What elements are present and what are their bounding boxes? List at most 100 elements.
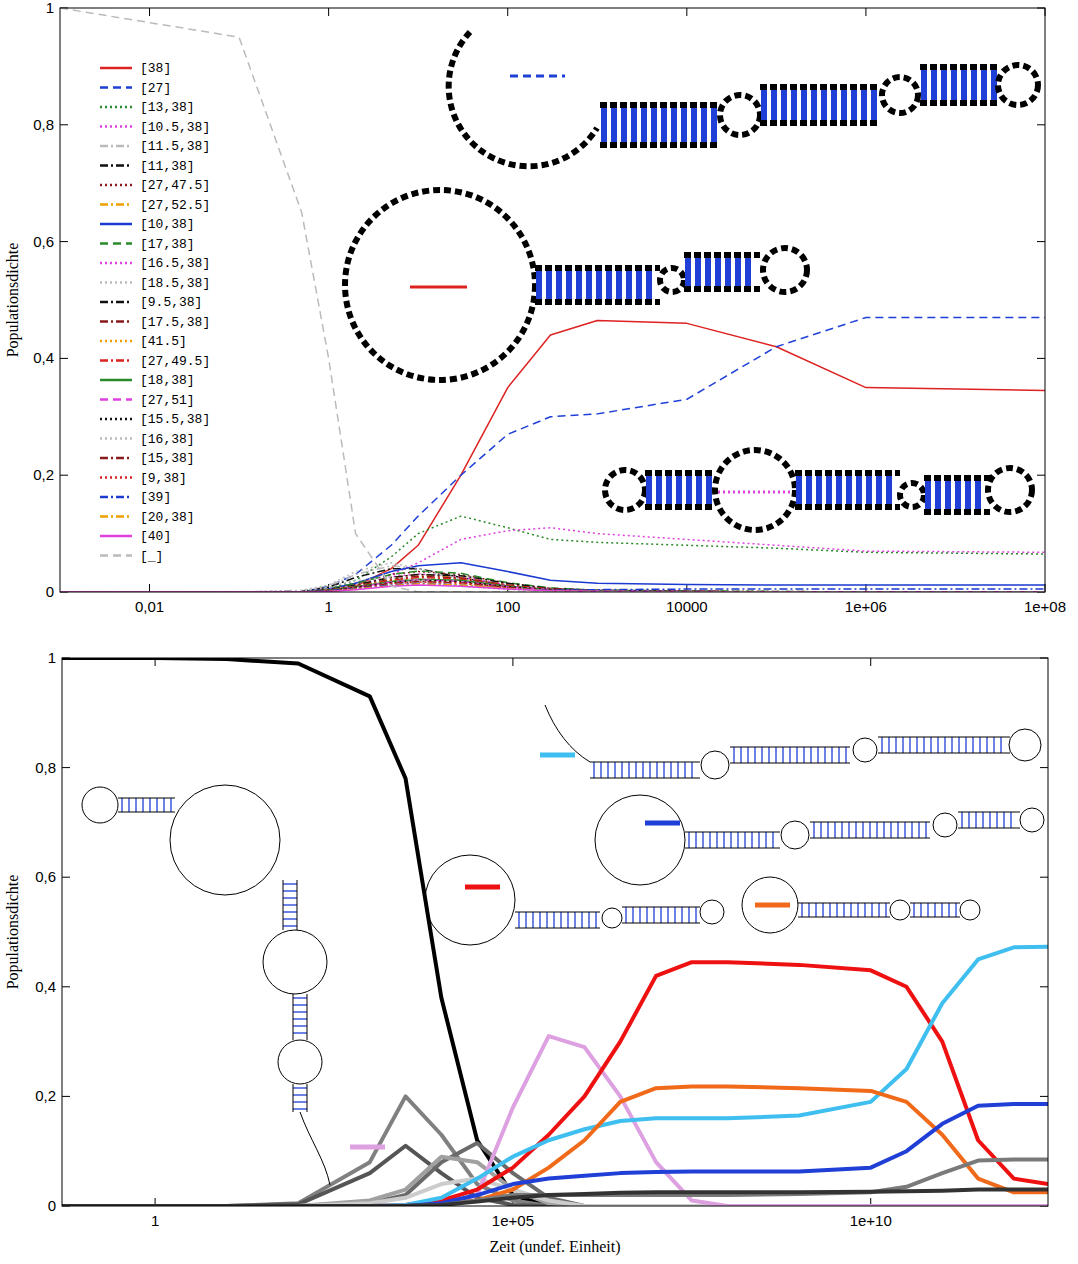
series-group bbox=[60, 8, 1045, 592]
structure-strand bbox=[924, 475, 990, 481]
structure-pair bbox=[886, 473, 892, 507]
series-line bbox=[60, 579, 1045, 592]
legend-swatch bbox=[100, 106, 132, 109]
structure-pair bbox=[885, 903, 886, 917]
structure-strand bbox=[600, 102, 720, 108]
series-line bbox=[62, 1036, 1048, 1206]
structure-pair bbox=[611, 105, 617, 145]
structure-pair bbox=[532, 912, 533, 928]
structure-strand bbox=[645, 470, 715, 476]
structure-strand bbox=[307, 994, 308, 1040]
structure-pair bbox=[625, 907, 626, 923]
structure-pair bbox=[817, 747, 818, 763]
structure-loop bbox=[882, 77, 918, 113]
structure-pair bbox=[293, 1108, 307, 1109]
legend-label: [27,52.5] bbox=[140, 198, 210, 213]
structure-pair bbox=[616, 268, 622, 302]
structure-strand bbox=[958, 828, 1020, 829]
structure-pair bbox=[660, 907, 661, 923]
structure-pair bbox=[745, 255, 751, 289]
structure-pair bbox=[536, 268, 542, 302]
structure-strand bbox=[118, 812, 175, 813]
structure-pair bbox=[941, 67, 947, 103]
structure-pair bbox=[666, 473, 672, 507]
legend-swatch bbox=[100, 301, 132, 304]
y-tick-label: 0,6 bbox=[35, 868, 56, 885]
structure-pair bbox=[944, 737, 945, 753]
structure-strand bbox=[535, 299, 660, 305]
legend-label: [27,47.5] bbox=[140, 178, 210, 193]
structure-pair bbox=[925, 478, 931, 512]
structure-strand bbox=[958, 812, 1020, 813]
legend-label: [18,38] bbox=[140, 373, 195, 388]
structure-strand bbox=[920, 100, 998, 106]
structure-pair bbox=[715, 255, 721, 289]
y-tick bbox=[62, 877, 70, 878]
structure-pair bbox=[156, 798, 157, 812]
structure-pair bbox=[965, 478, 971, 512]
structure-pair bbox=[576, 268, 582, 302]
structure-pair bbox=[706, 473, 712, 507]
structure-pair bbox=[850, 903, 851, 917]
structure-strand bbox=[645, 504, 715, 510]
x-tick-label: 1 bbox=[324, 598, 332, 615]
structure-pair bbox=[897, 822, 898, 838]
structure-pair bbox=[581, 912, 582, 928]
structure-loop bbox=[853, 738, 877, 762]
structure-pair bbox=[740, 747, 741, 763]
structure-pair bbox=[920, 903, 921, 917]
structure-pair bbox=[283, 904, 297, 905]
structure-pair bbox=[614, 762, 615, 778]
structure-strand bbox=[920, 64, 998, 70]
series-line bbox=[62, 1179, 1048, 1206]
y-tick-label: 0 bbox=[46, 583, 54, 600]
legend-swatch bbox=[100, 262, 132, 265]
structure-pair bbox=[996, 812, 997, 828]
x-tick bbox=[507, 8, 508, 16]
structure-pair bbox=[695, 907, 696, 923]
y-tick-label: 1 bbox=[48, 649, 56, 666]
structure-pair bbox=[283, 890, 297, 891]
structure-pair bbox=[656, 473, 662, 507]
structure-pair bbox=[881, 737, 882, 753]
series-line bbox=[60, 572, 1045, 592]
structure-pair bbox=[979, 737, 980, 753]
structure-pair bbox=[560, 912, 561, 928]
structure-pair bbox=[293, 1018, 307, 1019]
structure-strand bbox=[810, 822, 930, 823]
structure-pair bbox=[688, 907, 689, 923]
structure-pair bbox=[851, 87, 857, 123]
structure-pair bbox=[951, 737, 952, 753]
structure-loop bbox=[602, 908, 622, 928]
structure-pair bbox=[761, 747, 762, 763]
structure-strand bbox=[684, 252, 760, 258]
structure-strand bbox=[810, 838, 930, 839]
y-tick-label: 0,4 bbox=[35, 978, 56, 995]
structure-pair bbox=[972, 737, 973, 753]
structure-pair bbox=[923, 737, 924, 753]
structure-pair bbox=[747, 747, 748, 763]
structure-strand bbox=[300, 1112, 330, 1185]
y-tick bbox=[62, 986, 70, 987]
legend-label: [39] bbox=[140, 490, 171, 505]
structure-pair bbox=[553, 912, 554, 928]
legend-label: [9.5,38] bbox=[140, 295, 202, 310]
legend-label: [10.5,38] bbox=[140, 120, 210, 135]
structure-pair bbox=[684, 762, 685, 778]
structure-strand bbox=[118, 798, 175, 799]
structure-pair bbox=[948, 903, 949, 917]
structure-strand bbox=[878, 753, 1010, 754]
structure-strand bbox=[730, 747, 850, 748]
series-line bbox=[60, 577, 1045, 592]
structure-pair bbox=[518, 912, 519, 928]
structure-pair bbox=[149, 798, 150, 812]
y-tick bbox=[60, 124, 68, 125]
structure-key bbox=[540, 753, 575, 758]
structure-pair bbox=[911, 822, 912, 838]
structure-pair bbox=[293, 1094, 307, 1095]
structure-pair bbox=[293, 1011, 307, 1012]
structure-pair bbox=[566, 268, 572, 302]
structure-pair bbox=[646, 268, 652, 302]
legend-label: [27,51] bbox=[140, 393, 195, 408]
structure-pair bbox=[539, 912, 540, 928]
